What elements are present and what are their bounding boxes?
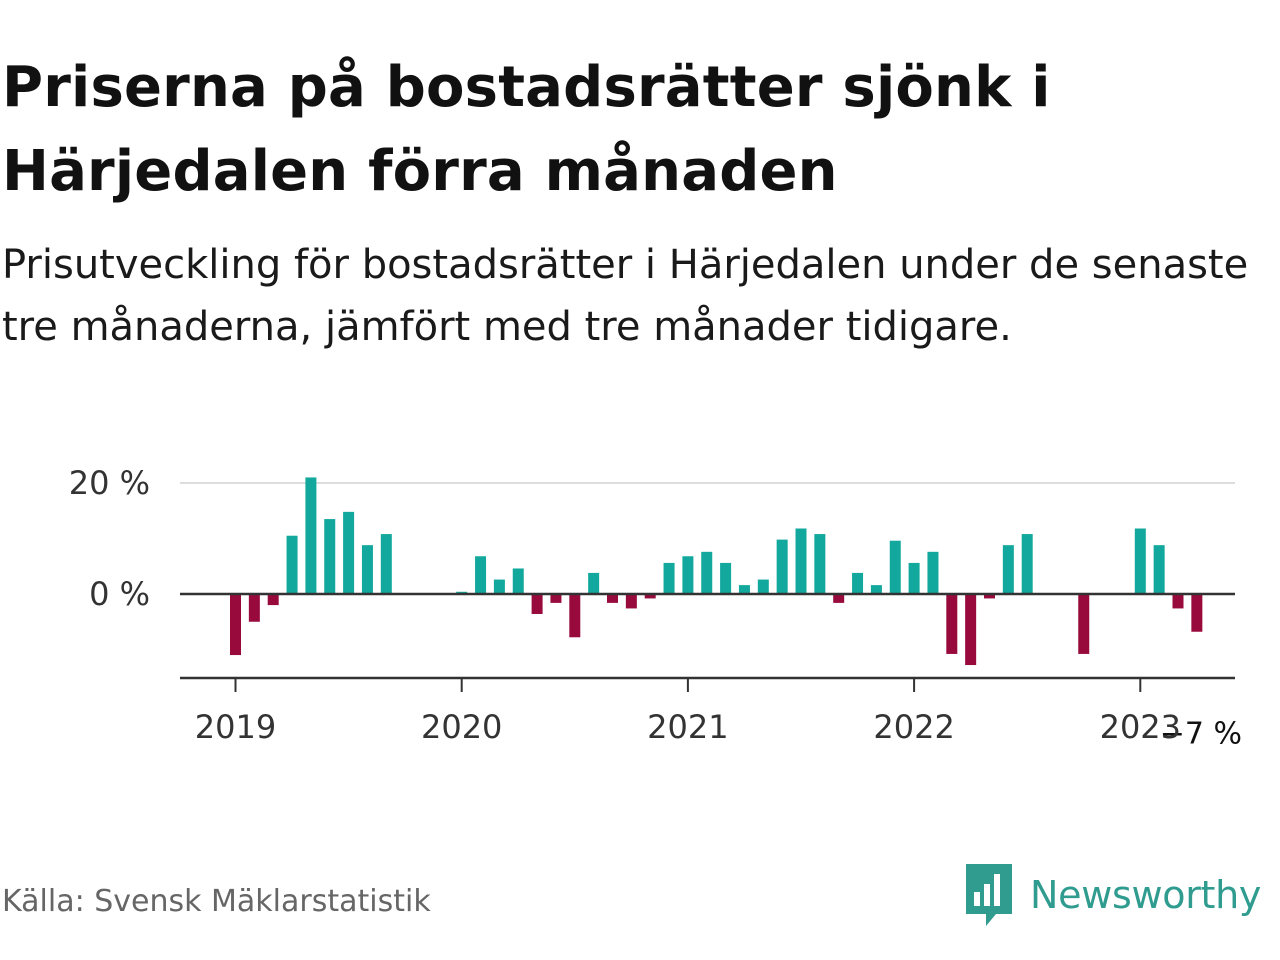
bar-2019-03	[267, 594, 279, 606]
bar-2020-12	[663, 562, 675, 594]
bar-2021-02	[701, 551, 713, 594]
y-tick-label: 20 %	[69, 464, 150, 502]
bar-2022-01	[908, 562, 920, 594]
x-tick-label: 2023	[1100, 708, 1181, 746]
bar-2019-05	[305, 477, 317, 594]
bar-2020-08	[588, 572, 600, 594]
bar-chart: 0 %20 %−7 %−7 %2019 2020 2021 2022 2023	[69, 464, 1246, 755]
x-tick-label: 2019	[195, 708, 276, 746]
bar-2022-06	[1002, 545, 1014, 594]
bar-2020-09	[607, 594, 618, 603]
bar-2020-02	[475, 556, 487, 594]
annotation-halo: −7 %	[1160, 716, 1242, 751]
bar-2022-03	[946, 594, 958, 654]
bar-2021-09	[833, 594, 845, 603]
bar-2020-05	[531, 594, 543, 614]
bar-2022-02	[927, 551, 939, 594]
bar-2022-05	[984, 594, 995, 599]
bar-2021-06	[776, 539, 788, 594]
bar-2021-11	[870, 585, 882, 594]
source-note: Källa: Svensk Mäklarstatistik	[2, 884, 431, 919]
bar-2021-08	[814, 534, 826, 594]
bar-2019-02	[248, 594, 260, 622]
bar-2022-04	[965, 594, 977, 666]
bar-2021-03	[720, 562, 732, 594]
bars	[230, 477, 1203, 666]
chart-title: Priserna på bostadsrätter sjönk i Härjed…	[2, 55, 1051, 204]
bar-2019-06	[324, 519, 336, 594]
bar-2020-03	[493, 579, 505, 594]
x-tick-label: 2021	[647, 708, 728, 746]
bar-2019-04	[286, 535, 298, 594]
bar-2019-08	[361, 545, 373, 594]
bar-2022-10	[1078, 594, 1090, 654]
x-tick-label: 2020	[421, 708, 502, 746]
bar-2023-04	[1191, 594, 1203, 632]
brand-name: Newsworthy	[1030, 873, 1262, 917]
y-tick-label: 0 %	[89, 575, 150, 613]
bar-2021-04	[738, 585, 750, 594]
bar-2020-06	[550, 594, 562, 603]
brand-logo[interactable]: Newsworthy	[964, 862, 1261, 928]
bar-2021-07	[795, 528, 807, 594]
axes: 0 %20 %−7 %−7 %2019 2020 2021 2022 2023	[69, 464, 1246, 755]
bar-2020-07	[569, 594, 581, 638]
bar-2022-07	[1021, 534, 1033, 594]
annotation-label: −7 %	[1160, 716, 1242, 751]
newsworthy-logo-icon	[966, 864, 1012, 926]
bar-2021-10	[852, 572, 864, 594]
bar-2020-04	[512, 568, 524, 594]
bar-2020-11	[644, 594, 656, 599]
bar-2020-10	[625, 594, 637, 609]
bar-2019-01	[230, 594, 241, 656]
chart-subtitle: Prisutveckling för bostadsrätter i Härje…	[2, 242, 1249, 350]
bar-2023-02	[1153, 545, 1165, 594]
bar-2021-05	[757, 579, 769, 594]
bar-2021-01	[682, 556, 694, 594]
bar-2019-07	[343, 511, 355, 594]
bar-2019-09	[380, 534, 392, 594]
bar-2021-12	[889, 540, 901, 594]
bar-2023-03	[1172, 594, 1184, 609]
x-tick-label: 2022	[873, 708, 954, 746]
bar-2023-01	[1134, 528, 1146, 594]
